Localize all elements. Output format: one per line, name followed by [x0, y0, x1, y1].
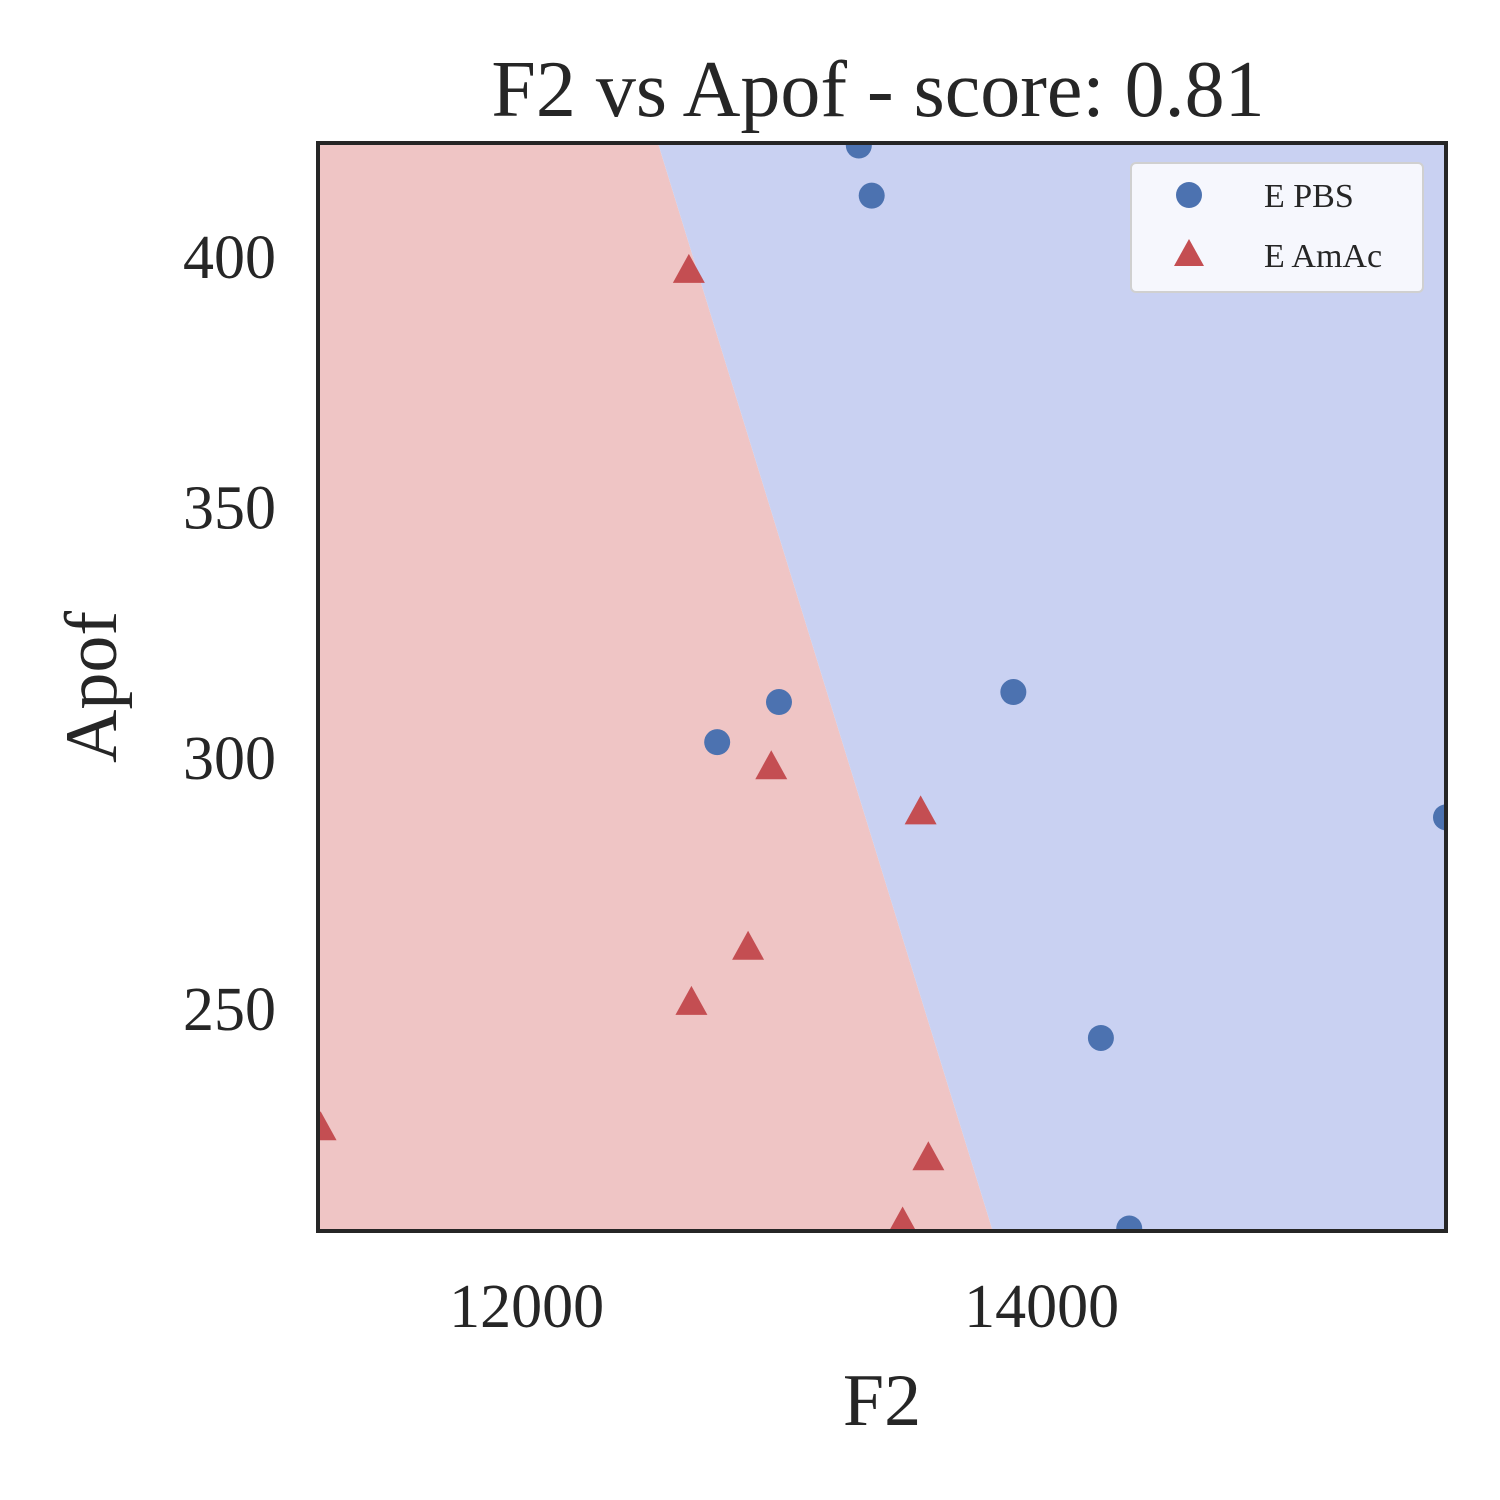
- point-e-amac: [318, 1111, 337, 1141]
- y-tick-label: 350: [183, 475, 276, 543]
- plot-frame: [316, 141, 1448, 1233]
- legend-marker-e-pbs: [1176, 182, 1202, 208]
- legend: E PBS E AmAc: [1130, 162, 1424, 293]
- point-e-amac: [732, 930, 765, 960]
- x-axis-label: F2: [843, 1360, 921, 1442]
- decision-regions: [318, 143, 1446, 1231]
- point-e-pbs: [704, 729, 731, 756]
- point-e-amac: [755, 750, 788, 780]
- legend-box: [1130, 162, 1424, 293]
- y-tick-label: 250: [183, 976, 276, 1044]
- point-e-pbs: [1087, 1024, 1114, 1051]
- point-e-amac: [912, 1141, 945, 1171]
- point-e-pbs: [845, 143, 872, 159]
- x-tick-label: 14000: [964, 1273, 1119, 1341]
- legend-label-e-amac: E AmAc: [1264, 238, 1382, 275]
- point-e-amac: [675, 985, 708, 1015]
- region-e-amac: [318, 143, 993, 1231]
- point-e-pbs: [1433, 804, 1446, 831]
- region-e-pbs: [657, 143, 1446, 1231]
- chart-title: F2 vs Apof - score: 0.81: [491, 46, 1264, 134]
- point-e-pbs: [1000, 679, 1027, 706]
- point-e-pbs: [765, 689, 792, 716]
- y-axis-ticks: 250 300 350 400: [183, 224, 276, 1044]
- y-axis-label: Apof: [51, 611, 133, 763]
- data-markers: [318, 143, 1446, 1231]
- point-e-amac: [672, 253, 705, 283]
- legend-label-e-pbs: E PBS: [1264, 178, 1354, 215]
- point-e-pbs: [858, 182, 885, 209]
- point-e-amac: [904, 795, 937, 825]
- x-tick-label: 12000: [449, 1273, 604, 1341]
- point-e-amac: [889, 1206, 917, 1231]
- x-axis-ticks: 12000 14000: [449, 1273, 1119, 1341]
- point-e-pbs: [1116, 1215, 1143, 1231]
- y-tick-label: 300: [183, 725, 276, 793]
- y-tick-label: 400: [183, 224, 276, 292]
- legend-marker-e-amac: [1174, 239, 1204, 266]
